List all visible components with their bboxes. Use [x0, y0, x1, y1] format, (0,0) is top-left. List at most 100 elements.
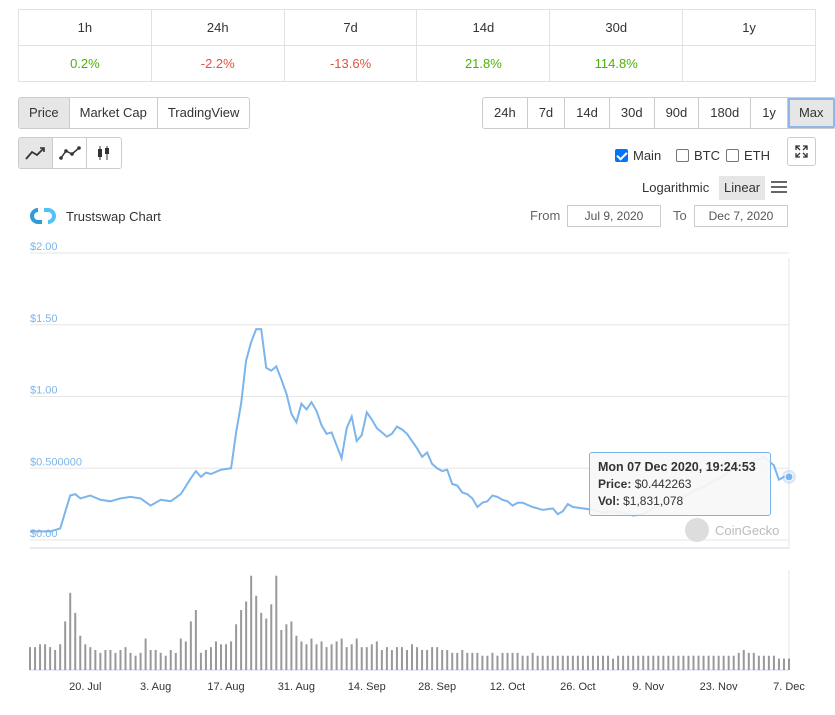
volume-bar: [471, 652, 474, 670]
volume-bar: [612, 658, 615, 670]
volume-bar: [466, 652, 469, 670]
volume-bar: [476, 652, 479, 670]
volume-bar: [169, 650, 172, 670]
range-24h[interactable]: 24h: [483, 98, 528, 128]
volume-bar: [134, 655, 137, 670]
volume-bar: [697, 655, 700, 670]
perf-header: 1h: [18, 9, 152, 46]
volume-bar: [506, 652, 509, 670]
x-tick-label: 12. Oct: [490, 681, 525, 693]
volume-bar: [722, 655, 725, 670]
tooltip-price-label: Price:: [598, 477, 632, 491]
volume-bar: [416, 647, 419, 670]
volume-bar: [340, 638, 343, 670]
range-max[interactable]: Max: [787, 98, 835, 128]
volume-bar: [541, 655, 544, 670]
checkbox-icon[interactable]: [726, 149, 739, 162]
volume-bar: [411, 644, 414, 670]
volume-bar: [687, 655, 690, 670]
to-date-input[interactable]: Dec 7, 2020: [694, 205, 788, 227]
volume-bar: [390, 650, 393, 670]
volume-bar: [104, 650, 107, 670]
volume-bar: [637, 655, 640, 670]
volume-bar: [260, 612, 263, 670]
line-chart-icon[interactable]: [19, 138, 53, 168]
volume-bar: [255, 595, 258, 670]
candlestick-icon[interactable]: [87, 138, 121, 168]
volume-bar: [345, 647, 348, 670]
x-tick-label: 20. Jul: [69, 681, 101, 693]
tab-price[interactable]: Price: [19, 98, 70, 128]
volume-bar: [335, 641, 338, 670]
volume-bar: [647, 655, 650, 670]
checkbox-btc[interactable]: BTC: [676, 148, 720, 163]
hamburger-menu-icon[interactable]: [771, 181, 787, 196]
range-1y[interactable]: 1y: [751, 98, 788, 128]
volume-bar: [491, 652, 494, 670]
range-7d[interactable]: 7d: [527, 98, 566, 128]
volume-bar: [129, 652, 132, 670]
tab-tradingview[interactable]: TradingView: [157, 98, 250, 128]
volume-bar: [174, 652, 177, 670]
checkbox-icon[interactable]: [676, 149, 689, 162]
volume-bar: [516, 652, 519, 670]
volume-bar: [752, 652, 755, 670]
chart-title: Trustswap Chart: [66, 208, 161, 224]
volume-bar: [300, 641, 303, 670]
chart-type-tabs: [18, 137, 122, 169]
y-tick-label: $1.00: [30, 385, 58, 397]
volume-bar: [747, 652, 750, 670]
volume-bar: [109, 650, 112, 670]
performance-table: 1h 24h 7d 14d 30d 1y 0.2% -2.2% -13.6% 2…: [18, 9, 816, 82]
volume-bar: [436, 647, 439, 670]
volume-bar: [330, 644, 333, 670]
volume-bar: [702, 655, 705, 670]
x-tick-label: 26. Oct: [560, 681, 595, 693]
tab-market-cap[interactable]: Market Cap: [69, 98, 158, 128]
volume-bar: [712, 655, 715, 670]
checkbox-icon[interactable]: [615, 149, 628, 162]
volume-bar: [652, 655, 655, 670]
volume-bar: [395, 647, 398, 670]
line-markers-icon[interactable]: [53, 138, 87, 168]
volume-bar: [139, 652, 142, 670]
volume-bar: [692, 655, 695, 670]
volume-bar: [64, 621, 67, 670]
range-90d[interactable]: 90d: [654, 98, 700, 128]
volume-bar: [677, 655, 680, 670]
perf-value: 21.8%: [416, 45, 551, 82]
volume-bar: [220, 644, 223, 670]
expand-icon[interactable]: [787, 137, 816, 166]
range-14d[interactable]: 14d: [565, 98, 610, 128]
volume-bar: [250, 575, 253, 670]
volume-bar: [235, 624, 238, 670]
volume-bar: [305, 644, 308, 670]
trustswap-logo-icon: [30, 208, 56, 224]
checkbox-main[interactable]: Main: [615, 148, 661, 163]
volume-bar: [481, 655, 484, 670]
volume-bar: [204, 650, 207, 670]
scale-logarithmic[interactable]: Logarithmic: [642, 180, 710, 195]
scale-linear[interactable]: Linear: [719, 176, 766, 200]
volume-bar: [431, 647, 434, 670]
volume-bar: [772, 655, 775, 670]
volume-bar: [586, 655, 589, 670]
volume-bar: [225, 644, 228, 670]
volume-bar: [194, 610, 197, 670]
volume-bar: [717, 655, 720, 670]
volume-bar: [149, 650, 152, 670]
x-tick-label: 28. Sep: [418, 681, 456, 693]
volume-bar: [159, 652, 162, 670]
checkbox-eth[interactable]: ETH: [726, 148, 770, 163]
from-date-input[interactable]: Jul 9, 2020: [567, 205, 661, 227]
range-30d[interactable]: 30d: [609, 98, 655, 128]
view-tabs: Price Market Cap TradingView: [18, 97, 251, 129]
coingecko-watermark: CoinGecko: [685, 518, 779, 542]
volume-bar: [199, 652, 202, 670]
range-180d[interactable]: 180d: [699, 98, 752, 128]
perf-header: 24h: [150, 9, 285, 46]
volume-bar: [486, 655, 489, 670]
volume-bar: [596, 655, 599, 670]
volume-bar: [496, 655, 499, 670]
